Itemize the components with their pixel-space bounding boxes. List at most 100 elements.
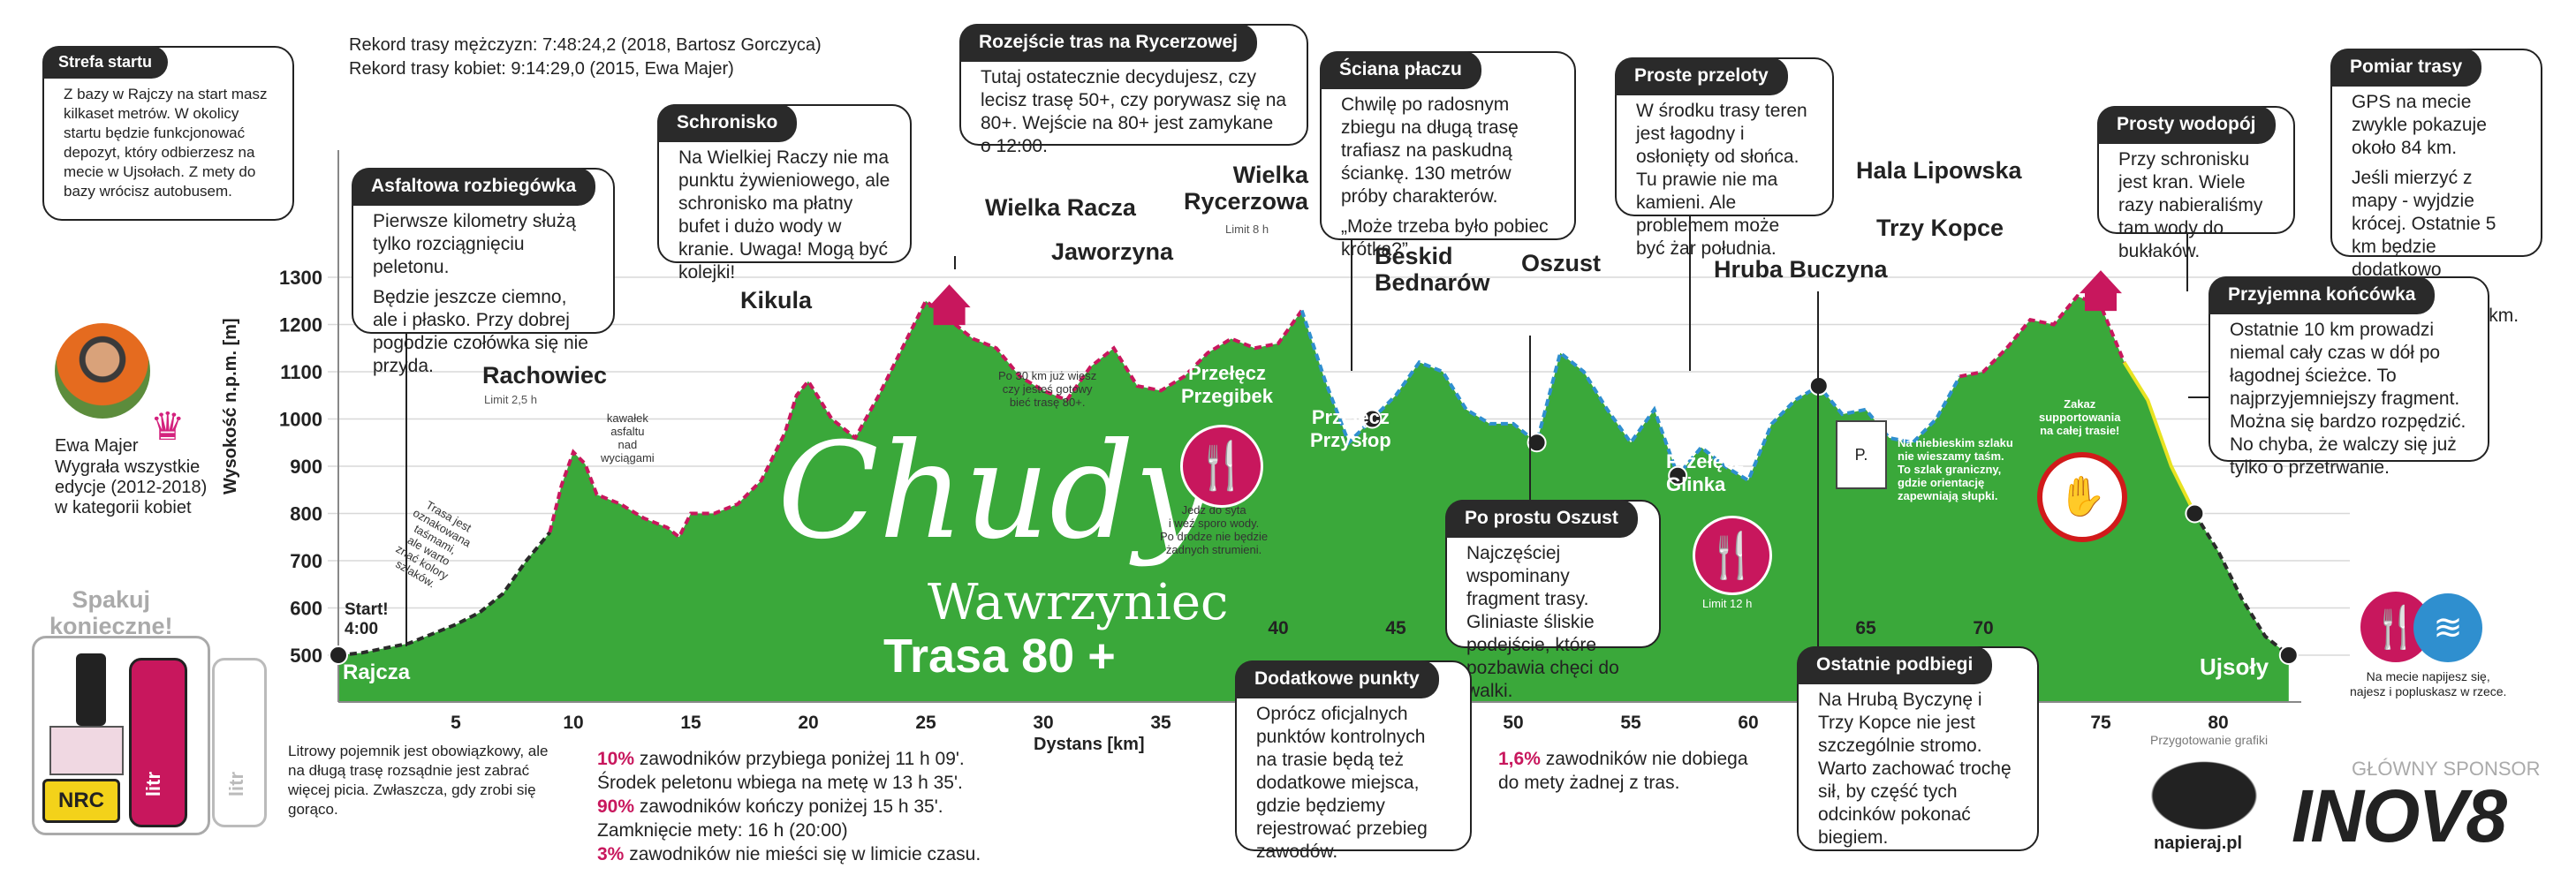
stat-90pct: 90% zawodników kończy poniżej 15 h 35'. xyxy=(597,796,943,817)
box-sciana-p2: „Może trzeba było pobiec krótką?” xyxy=(1341,216,1549,260)
box-schronisko-body: Na Wielkiej Raczy nie ma punktu żywienio… xyxy=(678,147,890,283)
x-tick-label: 25 xyxy=(915,713,936,733)
x-tick-label: 70 xyxy=(1973,618,1993,638)
limit-rachowiec: Limit 2,5 h xyxy=(484,393,537,406)
y-tick-label: 700 xyxy=(290,550,322,572)
winner-name: Ewa Majer xyxy=(55,436,139,456)
note-30km: Po 30 km już wiesz czy jesteś gotowy bie… xyxy=(998,369,1097,409)
box-wodopoj-title: Prosty wodopój xyxy=(2097,106,2276,144)
border-post-icon: P. xyxy=(1836,420,1887,489)
y-tick-label: 1000 xyxy=(279,409,322,431)
peak-wielka-racza: Wielka Racza xyxy=(985,194,1136,221)
box-sciana: Ściana płaczu Chwilę po radosnym zbiegu … xyxy=(1320,51,1576,260)
x-tick-label: 50 xyxy=(1503,713,1523,733)
pass-glinka: Przełęcz Glinka xyxy=(1666,450,1745,495)
box-proste-przeloty-body: W środku trasy teren jest łagodny i osło… xyxy=(1636,101,1807,259)
box-ostatnie-body: Na Hrubą Byczynę i Trzy Kopce nie jest s… xyxy=(1818,690,2012,848)
route-title: Trasa 80 + xyxy=(883,630,1116,683)
stat-3pct: 3% zawodników nie mieści się w limicie c… xyxy=(597,844,981,864)
y-tick-label: 800 xyxy=(290,503,322,525)
food-icon: 🍴 xyxy=(1180,425,1263,508)
stats: 10% zawodników przybiega poniżej 11 h 09… xyxy=(597,747,1092,866)
y-tick-label: 900 xyxy=(290,456,322,478)
logo-wawrzyniec: Wawrzyniec xyxy=(928,574,1229,631)
box-rozejscie-title: Rozejście tras na Rycerzowej xyxy=(959,24,1257,62)
box-strefa-startu-title: Strefa startu xyxy=(42,46,169,79)
x-tick-label: 40 xyxy=(1268,618,1288,638)
y-tick-label: 1100 xyxy=(280,361,322,383)
x-tick-label: 20 xyxy=(798,713,818,733)
start-point xyxy=(329,645,348,665)
pass-przyslop: Przełęcz Przysłop xyxy=(1310,406,1391,451)
logo-chudy: Chudy xyxy=(777,415,1209,569)
y-axis-label: Wysokość n.p.m. [m] xyxy=(221,318,240,494)
checkpoint-oszust xyxy=(1527,433,1547,453)
box-schronisko: Schronisko Na Wielkiej Raczy nie ma punk… xyxy=(657,104,912,283)
food-icon-glinka: 🍴 xyxy=(1693,516,1772,595)
stat-10pct: 10% zawodników przybiega poniżej 11 h 09… xyxy=(597,749,965,769)
stat-middle: Środek peletonu wbiega na metę w 13 h 35… xyxy=(597,773,963,793)
x-tick-label: 45 xyxy=(1385,618,1406,638)
peak-kikula: Kikula xyxy=(740,287,813,313)
box-proste-przeloty-title: Proste przeloty xyxy=(1615,57,1788,95)
box-pomiar-title: Pomiar trasy xyxy=(2330,49,2482,87)
note-eat: Jedz do syta i weź sporo wody. Po drodze… xyxy=(1160,503,1269,556)
box-pomiar-p1: GPS na mecie zwykle pokazuje około 84 km… xyxy=(2352,92,2487,158)
start-label: Rajcza xyxy=(343,660,411,684)
shelter-lipowska xyxy=(2080,270,2122,312)
box-oszust: Po prostu Oszust Najczęściej wspominany … xyxy=(1445,500,1661,701)
x-tick-label: 10 xyxy=(563,713,583,733)
stat-dnf: 1,6% zawodników nie dobiega do mety żadn… xyxy=(1498,749,1748,793)
box-asfaltowa-p1: Pierwsze kilometry służą tylko rozciągni… xyxy=(373,211,576,277)
box-oszust-title: Po prostu Oszust xyxy=(1445,500,1638,538)
sponsor-label: GŁÓWNY SPONSOR xyxy=(2352,758,2541,780)
x-tick-label: 75 xyxy=(2090,713,2111,733)
y-tick-label: 600 xyxy=(290,598,322,620)
pack-note: Litrowy pojemnik jest obowiązkowy, ale n… xyxy=(288,743,549,818)
peak-oszust: Oszust xyxy=(1521,250,1602,276)
record-men: Rekord trasy mężczyzn: 7:48:24,2 (2018, … xyxy=(349,35,822,55)
x-tick-label: 60 xyxy=(1738,713,1758,733)
checkpoint-glinka xyxy=(1668,465,1688,486)
peak-jaworzyna: Jaworzyna xyxy=(1051,238,1174,265)
crown-icon: ♛ xyxy=(150,405,186,449)
note-no-support: Zakaz supportowania na całej trasie! xyxy=(2039,397,2121,437)
start-time: Start! 4:00 xyxy=(345,600,389,638)
box-koncowka-body: Ostatnie 10 km prowadzi niemal cały czas… xyxy=(2230,320,2466,478)
peak-beskid-bednarow: Beskid Bednarów xyxy=(1375,243,1490,296)
avatar xyxy=(55,323,150,419)
peak-rycerzowa: Wielka Rycerzowa xyxy=(1184,162,1309,215)
box-proste-przeloty: Proste przeloty W środku trasy teren jes… xyxy=(1615,57,1834,259)
box-sciana-p1: Chwilę po radosnym zbiegu na długą trasę… xyxy=(1341,94,1519,207)
stat-close: Zamknięcie mety: 16 h (20:00) xyxy=(597,820,848,841)
box-asfaltowa-p2: Będzie jeszcze ciemno, ale i płasko. Prz… xyxy=(373,287,588,376)
trail-blue-segment xyxy=(1299,309,1962,483)
x-tick-label: 65 xyxy=(1855,618,1876,638)
box-asfaltowa: Asfaltowa rozbiegówka Pierwsze kilometry… xyxy=(352,168,615,376)
finish-note: Na mecie napijesz się, najesz i popluska… xyxy=(2350,669,2507,698)
box-rozejscie: Rozejście tras na Rycerzowej Tutaj ostat… xyxy=(959,24,1308,156)
box-strefa-startu-body: Z bazy w Rajczy na start masz kilkaset m… xyxy=(64,86,268,200)
x-tick-label: 80 xyxy=(2208,713,2228,733)
box-rozejscie-body: Tutaj ostatecznie decydujesz, czy lecisz… xyxy=(981,67,1287,156)
phone-icon xyxy=(76,653,106,726)
id-card-icon xyxy=(49,726,124,775)
finish-point xyxy=(2278,645,2299,665)
box-dodatkowe: Dodatkowe punkty Oprócz oficjalnych punk… xyxy=(1235,660,1472,862)
bottle-icon xyxy=(129,658,187,827)
box-schronisko-title: Schronisko xyxy=(657,104,798,142)
no-support-icon: ✋ xyxy=(2037,452,2127,542)
box-ostatnie-title: Ostatnie podbiegi xyxy=(1797,646,1993,684)
graphics-credit: Przygotowanie grafiki xyxy=(2150,733,2269,747)
limit-rycerzowa: Limit 8 h xyxy=(1225,223,1269,236)
trail-red-segment xyxy=(548,298,1304,540)
shelter-racza xyxy=(928,284,971,326)
box-dodatkowe-body: Oprócz oficjalnych punktów kontrolnych n… xyxy=(1256,704,1428,862)
bottle-optional-label: litr xyxy=(225,771,248,797)
box-wodopoj-body: Przy schronisku jest kran. Wiele razy na… xyxy=(2118,149,2263,261)
bottle-optional-icon xyxy=(212,658,267,827)
x-axis-label: Dystans [km] xyxy=(1034,735,1145,754)
x-tick-label: 35 xyxy=(1150,713,1171,733)
y-tick-label: 1200 xyxy=(279,314,322,336)
box-koncowka: Przyjemna końcówka Ostatnie 10 km prowad… xyxy=(2209,276,2489,478)
